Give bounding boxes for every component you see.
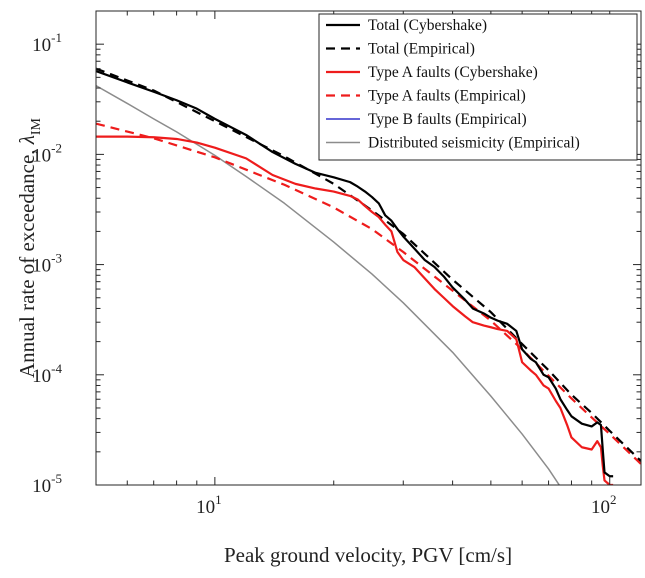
legend-label-1: Total (Empirical) <box>368 41 475 58</box>
legend-box <box>318 13 638 161</box>
legend-label-0: Total (Cybershake) <box>368 17 487 34</box>
series-line-5 <box>96 85 561 485</box>
svg-text:Annual rate of exceedance, λIM: Annual rate of exceedance, λIM <box>15 117 44 378</box>
x-axis-title: Peak ground velocity, PGV [cm/s] <box>224 543 512 567</box>
y-axis-title-subscript: IM <box>29 117 44 135</box>
y-tick-label: 10-5 <box>32 471 62 497</box>
y-tick-label: 10-3 <box>32 251 62 277</box>
legend-label-3: Type A faults (Empirical) <box>368 88 526 105</box>
legend-label-2: Type A faults (Cybershake) <box>368 64 538 81</box>
series-line-3 <box>96 122 641 465</box>
series-line-1 <box>96 67 641 462</box>
series-line-2 <box>96 135 614 485</box>
y-axis-title-symbol: λ <box>15 135 39 145</box>
legend: Total (Cybershake) Total (Empirical) Type … <box>318 13 638 161</box>
legend-label-4: Type B faults (Empirical) <box>368 111 527 128</box>
legend-label-5: Distributed seismicity (Empirical) <box>368 135 580 152</box>
y-axis-title-main: Annual rate of exceedance, <box>15 144 39 378</box>
y-tick-label: 10-1 <box>32 30 62 56</box>
y-tick-label: 10-2 <box>32 140 62 166</box>
ticks-layer: 101 102 10-5 10-4 10-3 10-2 10-1 <box>32 10 641 518</box>
x-tick-label: 101 <box>196 492 222 518</box>
series-line-0 <box>96 70 614 478</box>
y-tick-label: 10-4 <box>32 361 62 387</box>
x-tick-label: 102 <box>591 492 617 518</box>
series-layer <box>96 67 641 485</box>
y-axis-title: Annual rate of exceedance, λIM <box>15 117 44 378</box>
axes-box <box>95 10 642 486</box>
